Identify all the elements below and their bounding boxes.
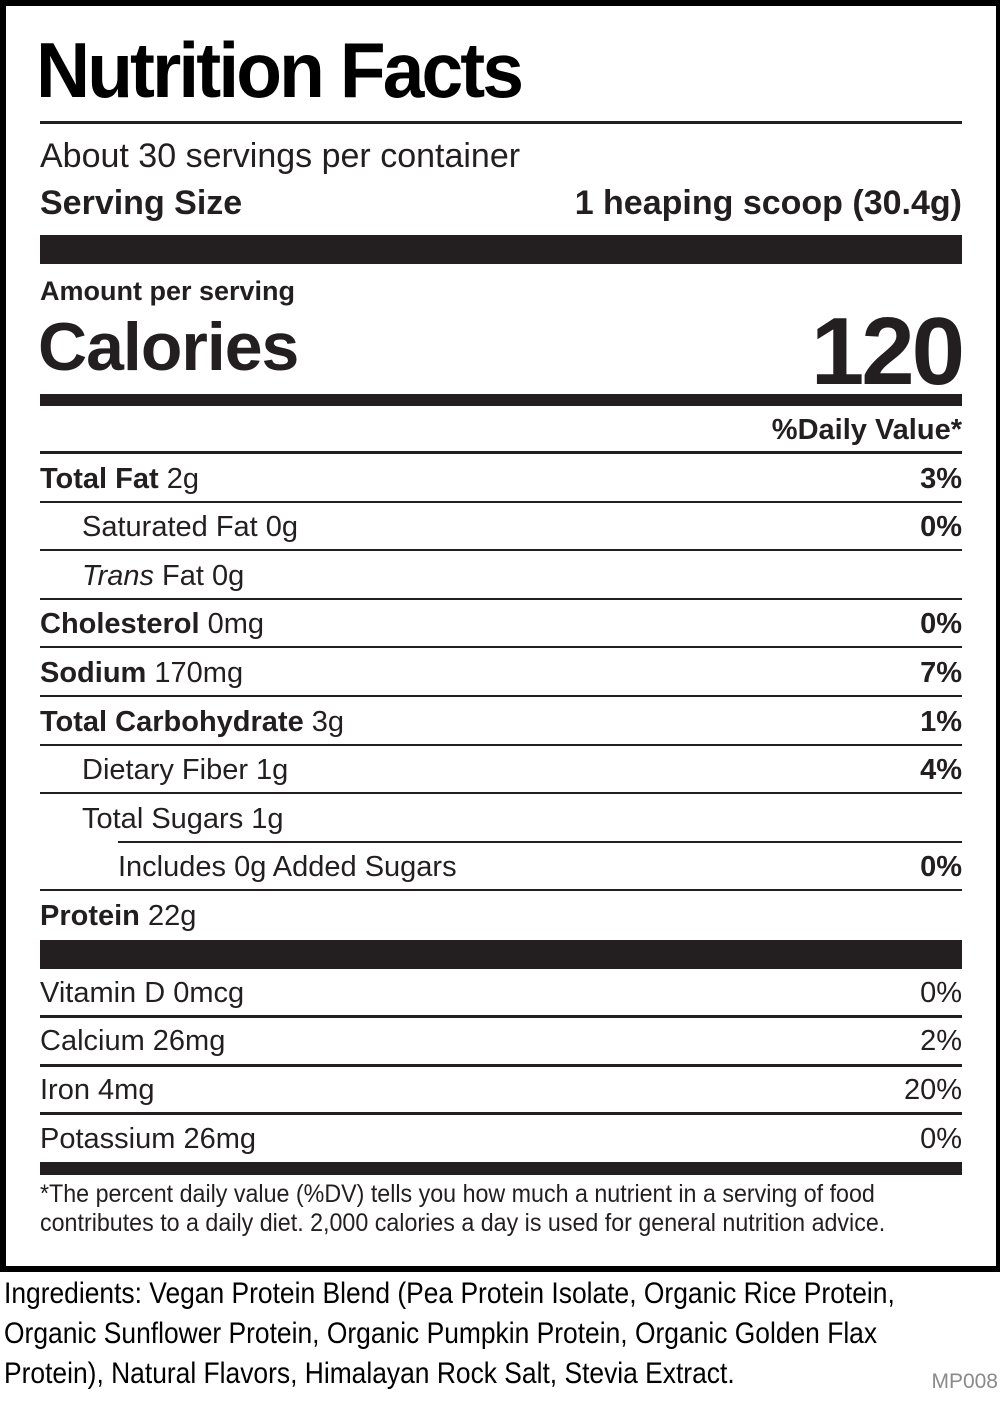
vitamin-row: Calcium 26mg 2% (40, 1018, 962, 1066)
nutrient-label: Total Fat 2g (40, 463, 199, 496)
nutrient-daily-value: 0% (920, 851, 962, 884)
nutrient-name: Sodium (40, 656, 147, 689)
nutrient-label: Includes 0g Added Sugars (40, 851, 457, 884)
divider (40, 1014, 962, 1018)
nutrient-row: Cholesterol 0mg 0% (40, 601, 962, 649)
nutrient-label: Saturated Fat 0g (40, 511, 298, 544)
nutrient-row: Total Carbohydrate 3g 1% (40, 698, 962, 746)
vitamin-daily-value: 0% (920, 1122, 962, 1155)
nutrient-label: Trans Fat 0g (40, 560, 244, 593)
calories-label: Calories (38, 309, 299, 385)
divider (40, 597, 962, 600)
nutrient-row: Saturated Fat 0g 0% (40, 504, 962, 552)
nutrient-name: Protein (40, 899, 140, 932)
nutrient-row: Trans Fat 0g (40, 552, 962, 600)
product-code: MP008 (931, 1370, 998, 1393)
nutrient-daily-value: 7% (920, 656, 962, 689)
vitamin-daily-value: 0% (920, 976, 962, 1009)
nutrient-label: Total Carbohydrate 3g (40, 706, 344, 739)
nutrient-daily-value: 0% (920, 511, 962, 544)
divider (40, 500, 962, 503)
nutrient-name: Cholesterol (40, 608, 200, 641)
divider (40, 889, 962, 892)
nutrient-amount: 1g (243, 802, 284, 835)
serving-size-label: Serving Size (40, 184, 243, 222)
label-title: Nutrition Facts (36, 26, 524, 114)
vitamin-daily-value: 2% (920, 1025, 962, 1058)
vitamin-daily-value: 20% (903, 1074, 962, 1107)
nutrient-label: Dietary Fiber 1g (40, 754, 288, 787)
nutrient-name: Dietary Fiber (82, 754, 248, 787)
servings-per-container: About 30 servings per container (40, 137, 521, 175)
divider (40, 792, 962, 795)
nutrient-name: Total Sugars (82, 802, 244, 835)
nutrient-row: Sodium 170mg 7% (40, 649, 962, 697)
nutrition-label-border (0, 0, 1000, 1272)
calories-row: Calories 120 (38, 292, 965, 405)
nutrient-daily-value: 0% (920, 608, 962, 641)
divider (40, 646, 962, 649)
nutrient-name: Trans (82, 559, 154, 592)
nutrient-amount: 0g (257, 511, 299, 544)
nutrient-name: Includes 0g Added Sugars (118, 851, 457, 884)
vitamin-label: Potassium 26mg (40, 1122, 256, 1155)
vitamin-row: Vitamin D 0mcg 0% (40, 969, 962, 1017)
divider (40, 695, 962, 697)
nutrient-label: Sodium 170mg (40, 657, 243, 690)
nutrient-label: Total Sugars 1g (40, 803, 284, 836)
divider (40, 451, 962, 454)
serving-size-row: Serving Size 1 heaping scoop (30.4g) (40, 180, 962, 226)
calories-value: 120 (810, 298, 965, 405)
divider (118, 840, 962, 843)
nutrient-daily-value: 1% (920, 705, 962, 738)
nutrient-amount: Fat 0g (153, 559, 245, 592)
vitamin-row: Potassium 26mg 0% (40, 1115, 962, 1163)
divider (40, 1112, 962, 1116)
amount-per-serving: Amount per serving (40, 276, 296, 306)
nutrient-amount: 2g (158, 462, 200, 495)
divider (40, 743, 962, 746)
thick-divider (40, 235, 962, 264)
nutrient-daily-value: 4% (920, 754, 962, 787)
nutrient-name: Saturated Fat (82, 511, 258, 544)
nutrient-name: Total Fat (40, 462, 159, 495)
nutrient-row: Protein 22g (40, 892, 962, 940)
vitamin-label: Calcium 26mg (40, 1025, 226, 1058)
nutrient-daily-value: 3% (920, 462, 962, 495)
divider (40, 1063, 962, 1067)
vitamin-label: Iron 4mg (40, 1074, 155, 1107)
serving-size-value: 1 heaping scoop (30.4g) (574, 184, 962, 222)
nutrient-label: Protein 22g (40, 900, 196, 933)
nutrient-row: Total Fat 2g 3% (40, 455, 962, 503)
nutrient-name: Total Carbohydrate (40, 705, 304, 738)
medium-divider (40, 394, 962, 406)
medium-divider (40, 1162, 962, 1175)
nutrient-amount: 0mg (199, 608, 265, 641)
divider (40, 549, 962, 552)
ingredients-text: Ingredients: Vegan Protein Blend (Pea Pr… (4, 1277, 895, 1390)
nutrient-row: Includes 0g Added Sugars 0% (40, 844, 962, 892)
nutrient-amount: 170mg (146, 656, 244, 689)
vitamin-label: Vitamin D 0mcg (40, 976, 245, 1009)
daily-value-footnote: *The percent daily value (%DV) tells you… (40, 1180, 886, 1237)
divider (40, 121, 962, 124)
vitamin-row: Iron 4mg 20% (40, 1067, 962, 1115)
nutrient-row: Dietary Fiber 1g 4% (40, 747, 962, 795)
nutrient-amount: 22g (139, 899, 197, 932)
nutrient-row: Total Sugars 1g (40, 795, 962, 843)
nutrient-amount: 1g (248, 754, 289, 787)
nutrient-amount: 3g (303, 705, 345, 738)
thick-divider (40, 940, 962, 969)
nutrient-label: Cholesterol 0mg (40, 608, 264, 641)
daily-value-header: %Daily Value* (771, 414, 962, 446)
